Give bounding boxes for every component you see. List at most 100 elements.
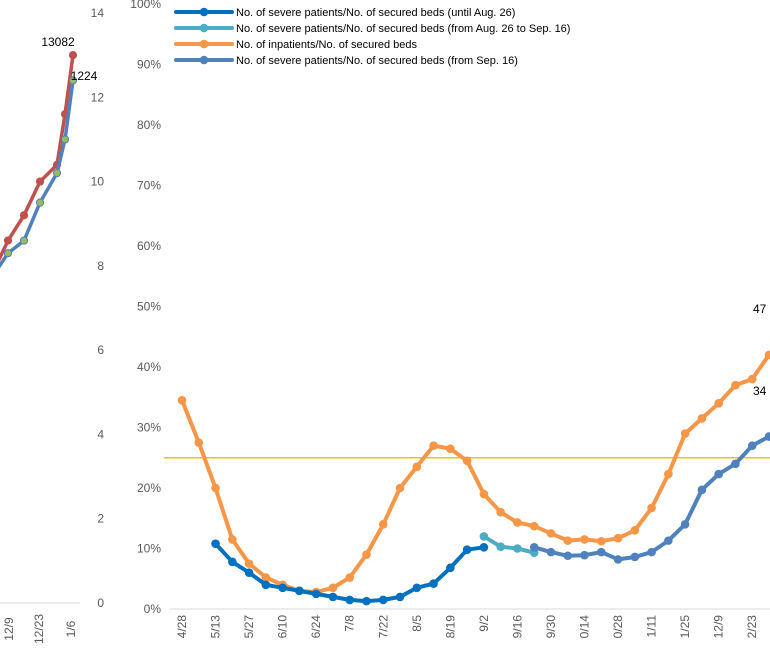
left-series-line-2	[0, 78, 75, 269]
series-4-point	[697, 485, 707, 495]
left-y-tick-label: 14	[91, 6, 105, 20]
series-1-point	[596, 536, 606, 546]
series-4-point	[664, 536, 673, 545]
left-x-tick-label: 12/23	[32, 614, 46, 644]
left-series-2-point	[52, 169, 62, 178]
series-1-point	[462, 456, 472, 466]
series-1-point	[362, 550, 371, 559]
left-series-2-point	[19, 236, 29, 245]
left-series-2-point	[3, 249, 13, 258]
series-4-point	[714, 469, 723, 479]
series-line-4	[532, 432, 770, 562]
x-tick-label: 9/2	[477, 615, 491, 632]
x-tick-label: 1/11	[645, 615, 659, 638]
x-tick-label: 0/14	[578, 615, 592, 639]
series-4-point	[764, 432, 770, 441]
series-4-point	[580, 550, 589, 560]
series-1-point	[395, 483, 405, 493]
series-1-point	[328, 583, 338, 593]
series-2-point	[278, 583, 287, 593]
left-series-1-point	[3, 236, 13, 245]
x-tick-label: 6/24	[309, 615, 323, 639]
series-2-point	[328, 592, 338, 602]
legend-swatch-marker	[199, 39, 209, 49]
series-1-point	[446, 444, 455, 453]
series-4-point	[680, 520, 690, 529]
series-1-point	[496, 507, 505, 517]
series-1-point	[731, 380, 740, 390]
series-2-point	[395, 592, 405, 602]
series-2-point	[295, 586, 304, 596]
x-tick-label: 12/9	[712, 615, 726, 639]
series-1-point	[613, 533, 623, 543]
series-4-point	[529, 542, 539, 552]
series-3-point	[479, 532, 489, 541]
left-series-1-point	[68, 51, 78, 60]
series-4-point	[630, 552, 640, 562]
series-2-point	[261, 580, 271, 590]
left-y-tick-label: 6	[97, 343, 104, 357]
x-tick-label: 5/27	[242, 615, 256, 639]
series-4-point	[563, 551, 573, 561]
series-1-point	[261, 573, 271, 582]
left-series-2-point	[60, 135, 70, 144]
series-4-point	[731, 459, 740, 469]
left-chart: 0 2 4 6 8 10 12 14 13082 1224 12/9 12/23 1/6	[0, 6, 104, 644]
x-tick-label: 5/13	[209, 615, 223, 639]
x-tick-label: 2/23	[745, 615, 759, 639]
left-end-label-1: 13082	[41, 35, 75, 49]
legend-label: No. of inpatients/No. of secured beds	[236, 39, 417, 51]
left-end-label-2: 1224	[71, 69, 98, 83]
series-1-point	[429, 441, 438, 450]
right-y-tick-label: 90%	[137, 58, 161, 72]
x-tick-label: 7/8	[343, 615, 357, 632]
right-edge-label-1: 47	[753, 302, 767, 316]
series-1-point	[647, 503, 656, 513]
legend-label: No. of severe patients/No. of secured be…	[236, 55, 518, 67]
series-2-point	[378, 595, 388, 605]
right-y-tick-label: 60%	[137, 239, 161, 253]
series-4-point	[613, 555, 623, 564]
legend-swatch-marker	[199, 7, 209, 17]
series-1-point	[697, 414, 707, 423]
right-y-tick-label: 30%	[137, 421, 161, 435]
left-x-tick-label: 1/6	[64, 620, 78, 637]
series-3-point	[513, 544, 522, 553]
series-1-point	[664, 469, 673, 479]
series-4-point	[647, 547, 656, 557]
left-y-tick-label: 2	[97, 512, 104, 526]
series-2-point	[345, 595, 355, 605]
series-2-point	[429, 579, 438, 588]
right-y-tick-label: 20%	[137, 481, 161, 495]
left-y-tick-label: 0	[97, 596, 104, 610]
left-y-tick-label: 8	[97, 259, 104, 273]
left-series-1-point	[19, 211, 29, 220]
left-y-tick-label: 4	[97, 427, 104, 441]
x-tick-label: 8/19	[443, 615, 457, 639]
right-y-tick-label: 70%	[137, 179, 161, 193]
series-4-point	[546, 547, 556, 557]
series-2-point	[244, 568, 254, 577]
left-series-1-point	[35, 177, 45, 186]
series-1-point	[412, 462, 422, 472]
series-1-point	[211, 483, 220, 493]
series-2-point	[362, 596, 371, 606]
series-1-point	[228, 535, 237, 544]
series-line-3	[481, 534, 537, 555]
x-tick-label: 8/5	[410, 615, 424, 632]
series-1-point	[513, 518, 522, 527]
series-4-point	[747, 441, 757, 450]
x-tick-label: 6/10	[276, 615, 290, 639]
series-1-point	[345, 573, 355, 582]
right-edge-label-2: 34	[753, 384, 767, 398]
series-2-point	[446, 563, 455, 573]
series-2-point	[311, 589, 321, 599]
x-tick-label: 1/25	[678, 615, 692, 639]
series-1-point	[194, 438, 204, 447]
series-1-point	[764, 350, 770, 360]
x-tick-label: 9/16	[510, 615, 524, 639]
x-tick-label: 4/28	[175, 615, 189, 639]
right-y-tick-label: 0%	[144, 602, 162, 616]
